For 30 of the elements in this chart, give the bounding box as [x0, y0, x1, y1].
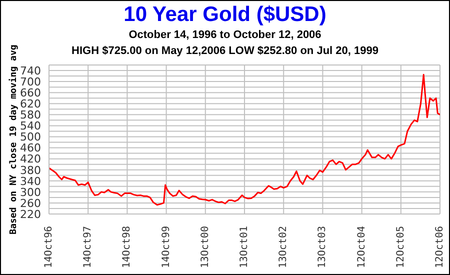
- y-tick-label: 740: [20, 64, 41, 78]
- y-tick-label: 460: [20, 142, 41, 155]
- y-tick-label: 260: [20, 196, 41, 210]
- chart-subtitle: October 14, 1996 to October 12, 2006: [128, 29, 322, 41]
- y-tick-label: 380: [20, 164, 41, 177]
- y-tick-label: 300: [20, 186, 41, 199]
- chart-title: 10 Year Gold ($USD): [122, 3, 328, 27]
- x-tick-label: 13Oct03: [317, 226, 328, 268]
- x-tick-label: 14Oct96: [44, 226, 54, 268]
- x-tick-label: 14Oct97: [82, 226, 94, 268]
- y-tick-label: 700: [20, 75, 41, 88]
- y-tick-label: 420: [20, 152, 41, 166]
- x-tick-label: 12Oct04: [356, 226, 368, 268]
- y-tick-label: 620: [20, 98, 41, 111]
- y-tick-label: 500: [20, 130, 41, 144]
- x-tick-label: 13Oct01: [239, 226, 250, 268]
- x-tick-label: 13Oct00: [200, 226, 211, 268]
- x-tick-label: 12Oct05: [395, 226, 406, 268]
- x-tick-label: 13Oct02: [278, 226, 290, 268]
- text: HIGH $725.00 on May 12,2006 LOW $252.80 on Jul 20, 1999: [72, 45, 378, 57]
- y-tick-label: 540: [20, 120, 41, 133]
- x-tick-label: 14Oct98: [122, 226, 133, 268]
- y-tick-label: 660: [20, 86, 41, 100]
- y-axis-title: Based on NY close 19 day moving avg: [8, 44, 20, 234]
- x-tick-label: 12Oct06: [434, 226, 446, 268]
- y-tick-label: 340: [20, 174, 41, 188]
- line-series: [49, 74, 440, 206]
- x-tick-label: 14Oct99: [160, 226, 172, 268]
- y-tick-label: 580: [20, 108, 41, 122]
- y-tick-label: 220: [20, 208, 41, 221]
